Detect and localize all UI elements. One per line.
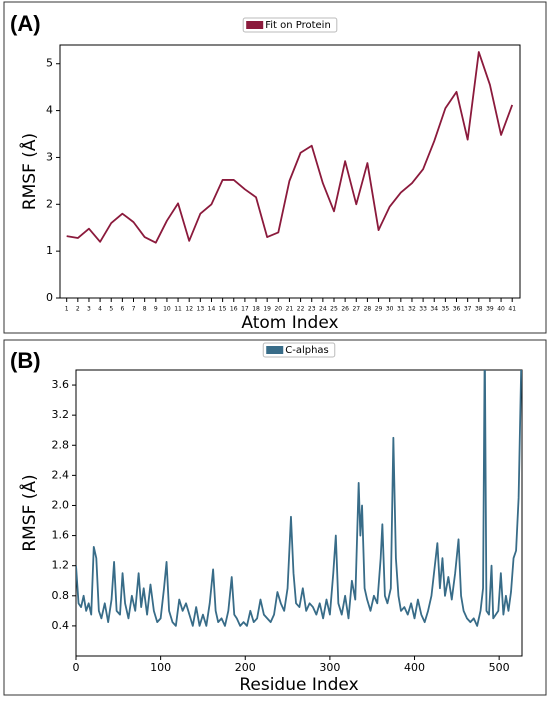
x-tick-label: 2 bbox=[76, 306, 80, 313]
x-tick-label: 13 bbox=[197, 306, 205, 313]
y-axis-label: RMSF (Å) bbox=[18, 133, 40, 210]
y-tick-label: 2 bbox=[46, 197, 53, 210]
x-tick-label: 23 bbox=[308, 306, 316, 313]
y-tick-label: 3.6 bbox=[52, 378, 70, 391]
x-tick-label: 24 bbox=[319, 306, 327, 313]
x-tick-label: 7 bbox=[132, 306, 136, 313]
y-tick-label: 1.6 bbox=[52, 529, 70, 542]
panel-frame bbox=[3, 339, 547, 696]
x-tick-label: 38 bbox=[475, 306, 483, 313]
x-tick-label: 39 bbox=[486, 306, 494, 313]
x-tick-label: 9 bbox=[154, 306, 158, 313]
legend-frame bbox=[242, 17, 338, 33]
x-tick-label: 27 bbox=[352, 306, 360, 313]
x-tick-label: 8 bbox=[143, 306, 147, 313]
legend-label: Fit on Protein bbox=[265, 20, 331, 31]
x-tick-label: 3 bbox=[87, 306, 91, 313]
x-tick-label: 11 bbox=[174, 306, 182, 313]
y-tick-label: 3 bbox=[46, 150, 53, 163]
x-tick-label: 25 bbox=[330, 306, 338, 313]
x-tick-label: 15 bbox=[219, 306, 227, 313]
x-tick-label: 36 bbox=[453, 306, 461, 313]
x-tick-label: 100 bbox=[150, 661, 171, 674]
x-tick-label: 6 bbox=[120, 306, 124, 313]
x-tick-label: 14 bbox=[208, 306, 216, 313]
plot-frame bbox=[59, 44, 521, 299]
y-tick-label: 5 bbox=[46, 57, 53, 70]
y-tick-label: 2.8 bbox=[52, 438, 70, 451]
x-tick-label: 0 bbox=[73, 661, 80, 674]
legend: Fit on Protein bbox=[242, 17, 338, 33]
x-tick-label: 28 bbox=[364, 306, 372, 313]
data-line bbox=[76, 370, 522, 627]
y-tick-label: 1.2 bbox=[52, 559, 70, 572]
x-tick-label: 32 bbox=[408, 306, 416, 313]
panel-frame bbox=[3, 1, 547, 334]
y-tick-label: 3.2 bbox=[52, 408, 70, 421]
x-tick-label: 16 bbox=[230, 306, 238, 313]
y-tick-label: 4 bbox=[46, 104, 53, 117]
x-axis-label: Atom Index bbox=[241, 313, 338, 333]
x-tick-label: 37 bbox=[464, 306, 472, 313]
x-tick-label: 300 bbox=[319, 661, 340, 674]
legend-label: C-alphas bbox=[285, 345, 329, 356]
x-tick-label: 200 bbox=[235, 661, 256, 674]
y-tick-label: 0.4 bbox=[52, 619, 70, 632]
x-tick-label: 41 bbox=[508, 306, 516, 313]
y-tick-label: 1 bbox=[46, 244, 53, 257]
x-tick-label: 10 bbox=[163, 306, 171, 313]
x-axis-label: Residue Index bbox=[239, 675, 358, 695]
x-tick-label: 17 bbox=[241, 306, 249, 313]
legend-swatch bbox=[266, 346, 284, 354]
x-tick-label: 5 bbox=[109, 306, 113, 313]
x-tick-label: 22 bbox=[297, 306, 305, 313]
y-tick-label: 0.8 bbox=[52, 589, 70, 602]
x-tick-label: 18 bbox=[252, 306, 260, 313]
x-tick-label: 500 bbox=[489, 661, 510, 674]
x-tick-label: 30 bbox=[386, 306, 394, 313]
x-tick-label: 4 bbox=[98, 306, 102, 313]
x-tick-label: 26 bbox=[341, 306, 349, 313]
y-axis-label: RMSF (Å) bbox=[18, 474, 40, 551]
x-tick-label: 20 bbox=[274, 306, 282, 313]
x-tick-label: 35 bbox=[442, 306, 450, 313]
data-line bbox=[66, 51, 514, 244]
y-tick-label: 2.4 bbox=[52, 468, 70, 481]
y-tick-label: 0 bbox=[46, 291, 53, 304]
x-tick-label: 19 bbox=[263, 306, 271, 313]
x-tick-label: 29 bbox=[375, 306, 383, 313]
panel-label: (A) bbox=[10, 11, 41, 36]
x-tick-label: 40 bbox=[497, 306, 505, 313]
x-tick-label: 12 bbox=[185, 306, 193, 313]
plot-frame bbox=[75, 369, 523, 657]
x-tick-label: 34 bbox=[430, 306, 438, 313]
x-tick-label: 1 bbox=[65, 306, 69, 313]
x-tick-label: 33 bbox=[419, 306, 427, 313]
legend: C-alphas bbox=[262, 342, 336, 358]
panel-label: (B) bbox=[10, 348, 41, 373]
x-tick-label: 21 bbox=[286, 306, 294, 313]
legend-swatch bbox=[246, 21, 264, 29]
x-tick-label: 31 bbox=[397, 306, 405, 313]
y-tick-label: 2.0 bbox=[52, 498, 70, 511]
x-tick-label: 400 bbox=[404, 661, 425, 674]
